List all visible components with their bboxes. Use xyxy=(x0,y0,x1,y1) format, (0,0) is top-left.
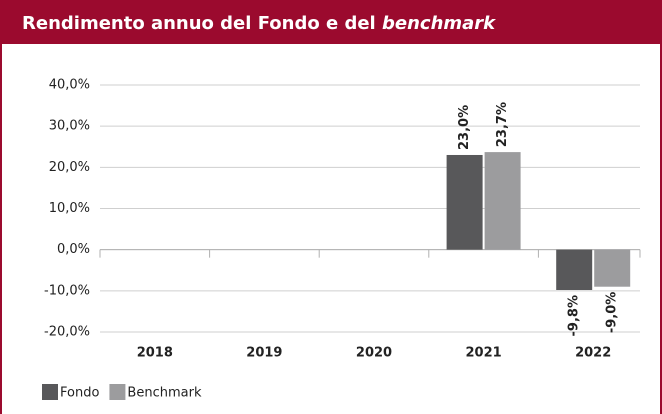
value-label: 23,7% xyxy=(495,102,510,147)
y-tick-label: -20,0% xyxy=(44,325,90,340)
x-tick-label: 2022 xyxy=(575,346,611,361)
bar xyxy=(594,249,631,287)
bar xyxy=(446,154,483,250)
x-tick-label: 2020 xyxy=(356,346,392,361)
x-tick-label: 2018 xyxy=(137,346,173,361)
title-part: Rendimento annuo del Fondo e del xyxy=(22,13,376,34)
border-right xyxy=(660,44,662,414)
y-tick-label: 0,0% xyxy=(57,242,90,257)
value-label: -9,8% xyxy=(567,295,582,336)
x-tick-label: 2021 xyxy=(466,346,502,361)
header-band xyxy=(0,0,662,44)
y-tick-label: -10,0% xyxy=(44,283,90,298)
chart-title: Rendimento annuo del Fondo e del benchma… xyxy=(22,13,496,34)
y-tick-label: 20,0% xyxy=(49,160,90,175)
bar xyxy=(556,249,593,291)
value-label: 23,0% xyxy=(457,105,472,150)
title-part: benchmark xyxy=(382,13,496,34)
y-tick-label: 30,0% xyxy=(49,119,90,134)
y-tick-label: 40,0% xyxy=(49,78,90,93)
legend-swatch xyxy=(109,384,126,400)
value-label: -9,0% xyxy=(605,292,620,333)
border-left xyxy=(0,44,2,414)
y-tick-label: 10,0% xyxy=(49,201,90,216)
legend-label: Benchmark xyxy=(127,386,202,401)
x-tick-label: 2019 xyxy=(246,346,282,361)
legend-label: Fondo xyxy=(60,386,99,401)
bar xyxy=(484,152,521,250)
legend-swatch xyxy=(42,384,58,400)
